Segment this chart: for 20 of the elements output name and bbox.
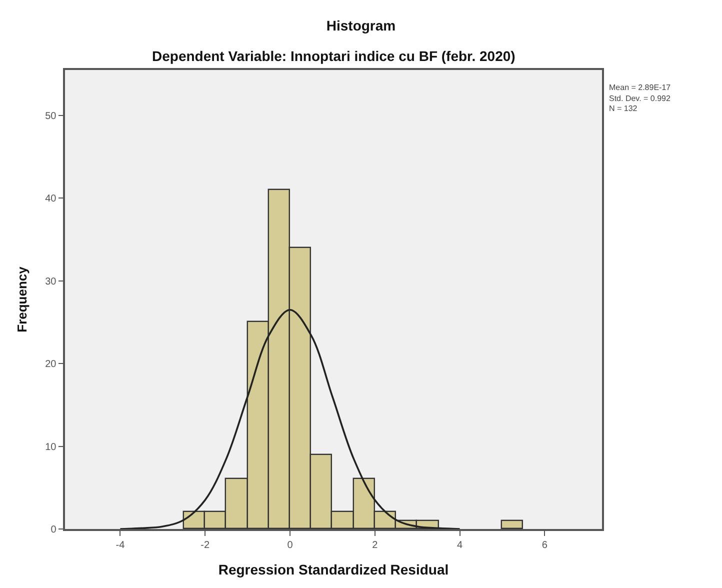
chart-subtitle: Dependent Variable: Innoptari indice cu BF (febr. 2020) [152,48,516,64]
x-axis-title: Regression Standardized Residual [218,562,449,578]
text: Mean = 2.89E-17 [609,83,672,92]
x-tick-label: 0 [287,540,294,551]
x-tick-label: -4 [116,540,126,551]
y-axis-title: Frequency [14,266,30,332]
y-tick-label: 30 [45,276,57,288]
line-series [119,308,461,529]
chart-title: Histogram [326,17,396,34]
x-tick-label: 2 [372,540,378,551]
y-tick-label: 40 [45,194,57,205]
x-tick-label: 6 [542,540,548,551]
text: Std. Dev. = 0.992 [609,94,671,103]
x-tick-label: -2 [200,540,210,551]
y-tick-label: 50 [45,110,57,122]
text: N = 132 [609,104,638,113]
y-tick-label: 20 [45,359,57,370]
y-tick-label: 10 [45,442,57,453]
x-tick-label: 4 [457,540,464,551]
y-tick-label: 0 [50,524,57,536]
